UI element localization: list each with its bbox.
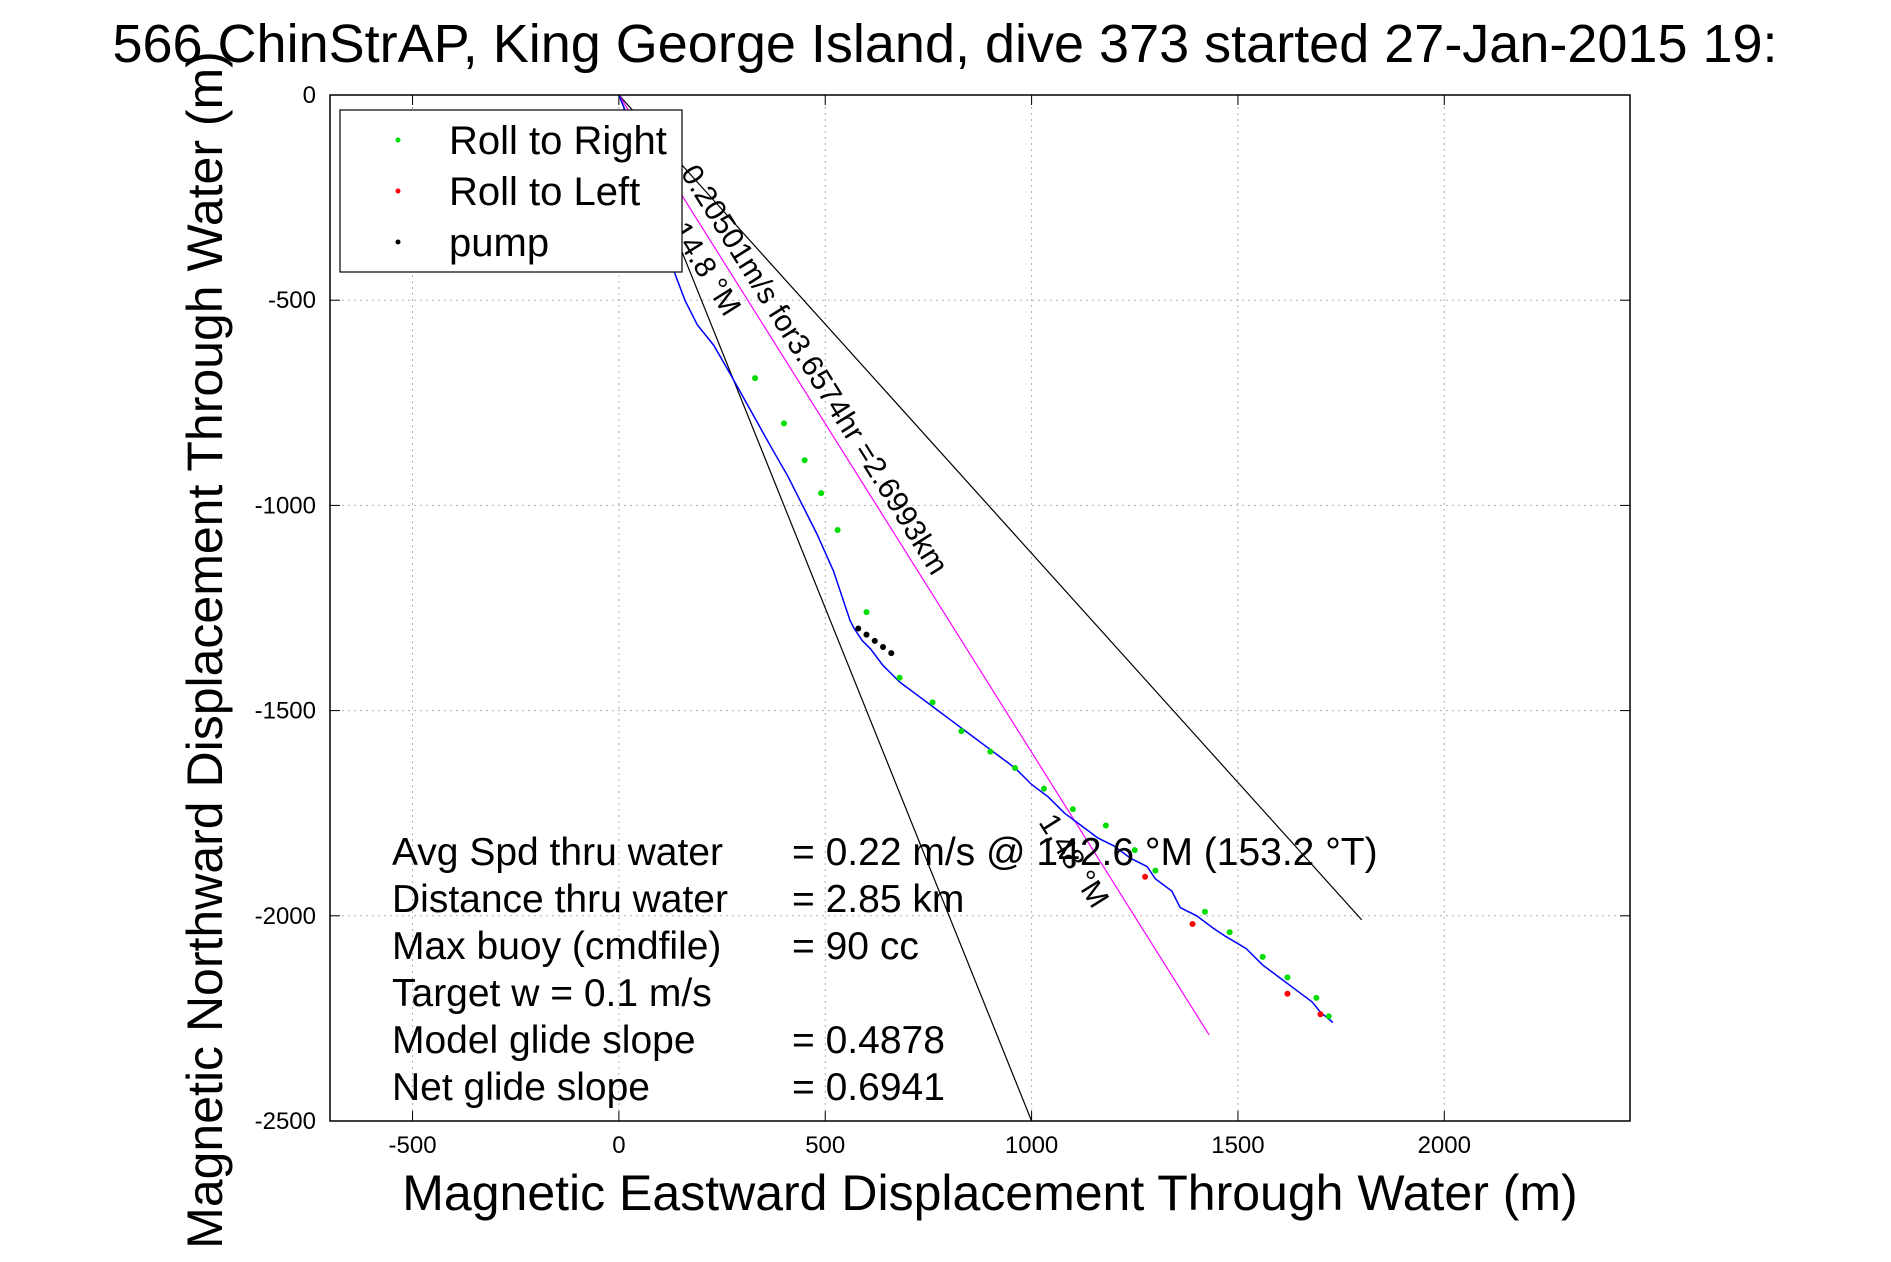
reference-line-2 (618, 94, 1033, 1122)
plot-frame (329, 94, 1631, 1122)
x-tick-label: 0 (612, 1132, 625, 1159)
reference-line-1 (618, 94, 1363, 921)
x-tick-label: 500 (805, 1132, 845, 1159)
stat-value-max-buoy: = 90 cc (792, 925, 919, 968)
roll-to-right-point (1040, 785, 1047, 792)
stat-label-target-w: Target w = 0.1 m/s (392, 972, 712, 1015)
x-tick-label: 1000 (1005, 1132, 1058, 1159)
roll-to-right-point (1226, 929, 1233, 936)
pump-point (871, 637, 878, 644)
legend-marker-roll-right (395, 137, 401, 143)
y-axis-label: Magnetic Northward Displacement Through … (177, 51, 233, 1249)
legend: Roll to Right Roll to Left pump (339, 109, 683, 273)
roll-to-right-point (1284, 974, 1291, 981)
stat-label-model-glide: Model glide slope (392, 1019, 696, 1062)
reference-line-3 (618, 94, 1210, 1036)
legend-label-roll-right: Roll to Right (449, 119, 667, 163)
x-tick-label: 2000 (1418, 1132, 1471, 1159)
y-tick-label: -1000 (255, 492, 316, 519)
roll-to-right-point (780, 420, 787, 427)
y-tick-label: -500 (268, 287, 316, 314)
roll-to-right-point (752, 375, 759, 382)
x-axis-label: Magnetic Eastward Displacement Through W… (402, 1165, 1577, 1221)
stat-value-net-glide: = 0.6941 (792, 1066, 945, 1109)
legend-marker-roll-left (395, 188, 401, 194)
roll-to-right-point (1259, 953, 1266, 960)
legend-label-roll-left: Roll to Left (449, 170, 640, 214)
roll-to-left-point (1142, 873, 1149, 880)
roll-to-right-point (1313, 994, 1320, 1001)
roll-to-right-point (1069, 806, 1076, 813)
stat-label-net-glide: Net glide slope (392, 1066, 650, 1109)
track-layer (618, 94, 1334, 1024)
roll-to-right-point (818, 490, 825, 497)
ticks: -500 0 500 1000 1500 2000 0 -500 -1000 -1500 -2000… (255, 82, 1630, 1159)
legend-label-pump: pump (449, 221, 549, 265)
x-tick-label: 1500 (1211, 1132, 1264, 1159)
legend-marker-pump (395, 239, 401, 245)
roll-to-right-point (1325, 1013, 1332, 1020)
roll-to-right-point (1201, 908, 1208, 915)
stat-label-avg-speed: Avg Spd thru water (392, 831, 723, 874)
stat-label-distance: Distance thru water (392, 878, 728, 921)
x-tick-label: -500 (389, 1132, 437, 1159)
track-line (618, 94, 1334, 1024)
y-tick-label: -2500 (255, 1108, 316, 1135)
chart-title: 566 ChinStrAP, King George Island, dive … (112, 14, 1777, 74)
stats-block: Avg Spd thru water = 0.22 m/s @ 142.6 °M… (392, 831, 1378, 1109)
roll-to-right-point (1131, 847, 1138, 854)
stat-label-max-buoy: Max buoy (cmdfile) (392, 925, 721, 968)
y-tick-label: -2000 (255, 903, 316, 930)
roll-to-right-point (863, 609, 870, 616)
stat-value-model-glide: = 0.4878 (792, 1019, 945, 1062)
roll-to-right-point (958, 728, 965, 735)
pump-point (855, 625, 862, 632)
roll-to-right-point (1012, 765, 1019, 772)
roll-to-left-point (1317, 1011, 1324, 1018)
marker-layer (752, 375, 1332, 1020)
y-tick-label: -1500 (255, 698, 316, 725)
roll-to-right-point (834, 527, 841, 534)
pump-point (888, 650, 895, 657)
roll-to-right-point (896, 674, 903, 681)
stat-value-distance: = 2.85 km (792, 878, 964, 921)
roll-to-right-point (987, 748, 994, 755)
roll-to-left-point (1189, 921, 1196, 928)
roll-to-right-point (801, 457, 808, 464)
roll-to-right-point (1102, 822, 1109, 829)
reference-lines (618, 94, 1363, 1122)
roll-to-left-point (1284, 990, 1291, 997)
pump-point (863, 631, 870, 638)
pump-point (880, 643, 887, 650)
stat-value-avg-speed: = 0.22 m/s @ 142.6 °M (153.2 °T) (792, 831, 1378, 874)
roll-to-right-point (929, 699, 936, 706)
roll-to-right-point (1152, 867, 1159, 874)
y-tick-label: 0 (303, 82, 316, 109)
